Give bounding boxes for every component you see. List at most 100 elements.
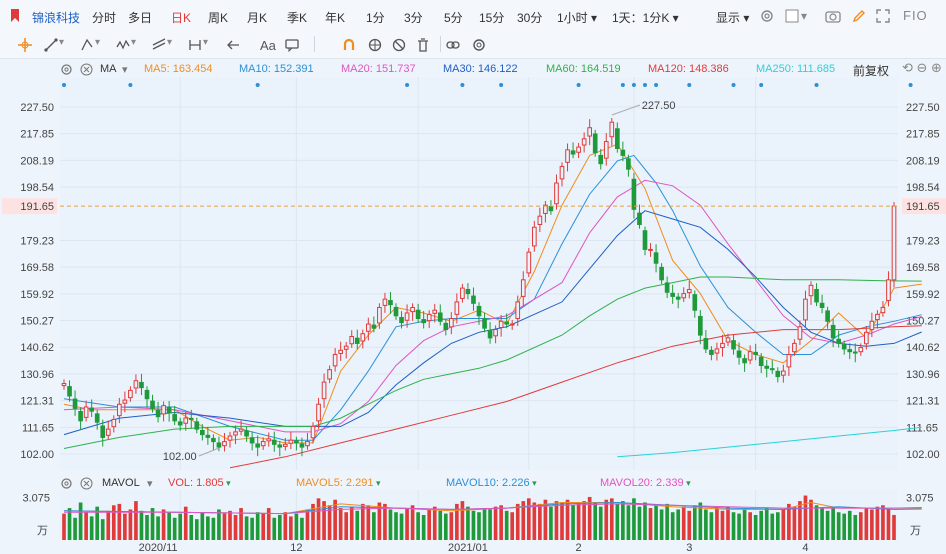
volume-bar <box>183 506 188 540</box>
volume-bar <box>322 501 326 540</box>
period-tab-4[interactable]: 月K <box>247 11 268 25</box>
low-pointer <box>198 447 220 457</box>
chevron-down-icon[interactable]: ▾ <box>147 478 153 490</box>
volume-bar <box>477 512 481 540</box>
range-icon[interactable] <box>188 38 202 52</box>
kline-chart[interactable]: 227.50 227.50 217.85 217.85 208.19 208.19 198.… <box>0 58 946 554</box>
price-tick-right: 111.65 <box>906 422 938 434</box>
settings-icon[interactable] <box>472 38 486 52</box>
price-tick-left: 130.96 <box>20 369 54 381</box>
ma-line-ma250 <box>617 426 922 458</box>
volume-ma-line-mavol5 <box>63 501 922 515</box>
f10-button[interactable]: FIO <box>903 8 928 23</box>
chevron-down-icon[interactable]: ▾ <box>95 37 101 48</box>
settings-icon[interactable] <box>60 477 74 491</box>
display-menu[interactable]: 显示 ▾ <box>716 11 750 25</box>
volume-bar <box>698 502 703 540</box>
period-tab-1[interactable]: 多日 <box>128 11 153 25</box>
period-tab-11[interactable]: 30分 <box>517 11 543 25</box>
volume-bar <box>504 510 509 540</box>
trend-arrow-icon: ▾ <box>683 478 691 488</box>
lock-icon[interactable] <box>368 38 382 52</box>
period-tab-3[interactable]: 周K <box>208 11 229 25</box>
event-marker-icon <box>731 83 736 87</box>
price-tick-right: 169.58 <box>906 262 940 274</box>
settings-icon[interactable] <box>760 9 774 23</box>
magnet-icon[interactable] <box>342 38 356 52</box>
line-icon[interactable] <box>44 38 58 52</box>
settings-icon[interactable] <box>60 63 74 77</box>
close-icon[interactable] <box>80 63 94 77</box>
candle-body <box>548 206 554 212</box>
current-price-label: 191.65 <box>906 201 940 213</box>
period-tab-10[interactable]: 15分 <box>479 11 505 25</box>
fullscreen-icon[interactable] <box>876 9 890 23</box>
candle-body <box>310 425 316 439</box>
candle-body <box>487 330 493 339</box>
wave-icon[interactable] <box>116 38 130 52</box>
period-tab-7[interactable]: 1分 <box>366 11 385 25</box>
zoom-controls-icon[interactable]: ⟲ ⊖ ⊕ <box>902 60 942 75</box>
hide-icon[interactable] <box>392 38 406 52</box>
candle-body <box>814 288 819 303</box>
camera-icon[interactable] <box>825 9 841 23</box>
volume-bar <box>289 516 293 540</box>
price-tick-right: 217.85 <box>906 129 940 141</box>
period-tab-8[interactable]: 3分 <box>404 11 423 25</box>
volume-bar <box>515 503 520 540</box>
volume-bar <box>311 503 315 540</box>
volume-bar <box>748 512 752 540</box>
volume-bar <box>615 503 620 540</box>
volume-bar <box>847 510 852 540</box>
close-icon[interactable] <box>80 477 94 491</box>
chevron-down-icon[interactable]: ▾ <box>122 64 128 76</box>
candle-body <box>338 349 343 354</box>
volume-bar <box>150 508 155 540</box>
candle-body <box>509 323 515 326</box>
text-icon[interactable]: Aa <box>260 38 280 53</box>
checkbox-icon[interactable] <box>785 9 799 23</box>
chevron-down-icon[interactable]: ▾ <box>59 37 65 48</box>
volume-bar <box>111 505 116 540</box>
channel-icon[interactable] <box>152 38 166 52</box>
ray-icon[interactable] <box>80 38 94 52</box>
link-icon[interactable] <box>446 38 460 52</box>
volume-bar <box>709 512 714 540</box>
period-tab-0[interactable]: 分时 <box>92 11 117 25</box>
candle-body <box>277 444 283 448</box>
arrow-icon[interactable] <box>226 38 240 52</box>
pencil-icon[interactable] <box>852 9 866 23</box>
toolbar-separator <box>440 36 441 52</box>
volume-bar <box>372 512 376 540</box>
chevron-down-icon[interactable]: ▾ <box>167 37 173 48</box>
adjust-mode-button[interactable]: 前复权 <box>853 64 890 78</box>
chevron-down-icon[interactable]: ▾ <box>131 37 137 48</box>
crosshair-icon[interactable] <box>18 38 32 52</box>
volume-bar <box>499 505 503 540</box>
period-tab-2[interactable]: 日K <box>171 11 192 25</box>
chevron-down-icon[interactable]: ▾ <box>203 37 209 48</box>
candle-body <box>637 212 642 226</box>
volume-bar <box>200 512 205 540</box>
period-tab-6[interactable]: 年K <box>325 11 346 25</box>
period-tab-13[interactable]: 1天：1分K ▾ <box>612 11 679 25</box>
volume-bar <box>798 501 802 540</box>
volume-bar <box>643 502 647 540</box>
volume-bar <box>665 503 669 540</box>
stock-name[interactable]: 锦浪科技 <box>32 11 81 25</box>
comment-icon[interactable] <box>285 38 299 53</box>
period-tab-9[interactable]: 5分 <box>444 11 463 25</box>
indicator-name[interactable]: MA <box>100 63 117 75</box>
event-marker-icon <box>631 83 636 87</box>
candle-body <box>825 310 830 322</box>
volume-bar <box>632 498 636 540</box>
candle-body <box>675 296 681 300</box>
volume-bar <box>549 506 553 540</box>
chevron-down-icon[interactable]: ▾ <box>801 9 808 23</box>
candle-body <box>841 344 847 350</box>
volume-bar <box>792 506 797 540</box>
indicator-name[interactable]: MAVOL <box>102 477 140 489</box>
period-tab-5[interactable]: 季K <box>287 11 308 25</box>
period-tab-12[interactable]: 1小时 ▾ <box>557 11 598 25</box>
trash-icon[interactable] <box>416 38 430 52</box>
